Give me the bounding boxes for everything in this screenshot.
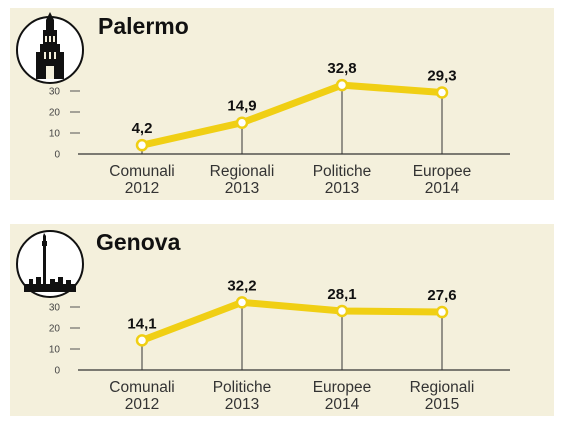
- y-tick-label: 30: [49, 303, 61, 314]
- chart-title: Genova: [96, 229, 181, 255]
- x-tick-label: 2014: [425, 180, 460, 197]
- y-tick-label: 0: [54, 150, 60, 161]
- data-label: 32,2: [227, 277, 256, 294]
- data-label: 27,6: [427, 287, 456, 304]
- data-point: [435, 86, 449, 99]
- chart-panel-genova: Genova 0 10 20 30 14,1 32,2 28,1 27,6 Comunali…: [10, 224, 554, 416]
- data-point: [235, 296, 249, 309]
- data-label: 14,1: [127, 315, 156, 332]
- y-tick-label: 30: [49, 87, 61, 98]
- data-label: 4,2: [132, 120, 153, 137]
- x-tick-label: 2014: [325, 396, 360, 413]
- chart-palermo: Palermo 0 10 20 30 4,2 14,9 32,8 29,3 Comunali…: [16, 12, 510, 197]
- y-tick-label: 20: [49, 324, 61, 335]
- x-tick-label: Europee: [413, 163, 472, 180]
- cathedral-tower-icon: [16, 12, 84, 84]
- chart-genova: Genova 0 10 20 30 14,1 32,2 28,1 27,6 Comunali…: [16, 229, 510, 413]
- data-label: 32,8: [327, 60, 356, 77]
- data-label: 28,1: [327, 286, 356, 303]
- data-point: [335, 78, 349, 92]
- data-point: [135, 138, 149, 152]
- x-tick-label: 2013: [225, 396, 259, 413]
- series-line: [138, 81, 446, 149]
- data-point: [235, 116, 249, 129]
- x-tick-label: Politiche: [313, 163, 372, 180]
- x-tick-label: 2013: [225, 180, 259, 197]
- data-point: [135, 334, 149, 347]
- x-tick-label: 2013: [325, 180, 359, 197]
- y-tick-label: 20: [49, 108, 61, 119]
- x-tick-label: 2012: [125, 180, 159, 197]
- y-tick-label: 10: [49, 129, 61, 140]
- chart-panel-palermo: Palermo 0 10 20 30 4,2 14,9 32,8 29,3 Comunali…: [10, 8, 554, 200]
- x-tick-label: Politiche: [213, 379, 272, 396]
- data-point: [435, 305, 449, 319]
- data-point: [335, 304, 349, 318]
- x-tick-label: Comunali: [109, 163, 174, 180]
- x-tick-label: Comunali: [109, 379, 174, 396]
- lighthouse-skyline-icon: [16, 230, 84, 298]
- data-label: 14,9: [227, 98, 256, 115]
- y-tick-label: 0: [54, 366, 60, 377]
- chart-title: Palermo: [98, 13, 189, 39]
- data-label: 29,3: [427, 67, 456, 84]
- x-tick-label: Europee: [313, 379, 372, 396]
- x-tick-label: Regionali: [210, 163, 275, 180]
- x-tick-label: Regionali: [410, 379, 475, 396]
- x-tick-label: 2015: [425, 396, 459, 413]
- series-line: [138, 298, 446, 344]
- x-tick-label: 2012: [125, 396, 159, 413]
- y-tick-label: 10: [49, 345, 61, 356]
